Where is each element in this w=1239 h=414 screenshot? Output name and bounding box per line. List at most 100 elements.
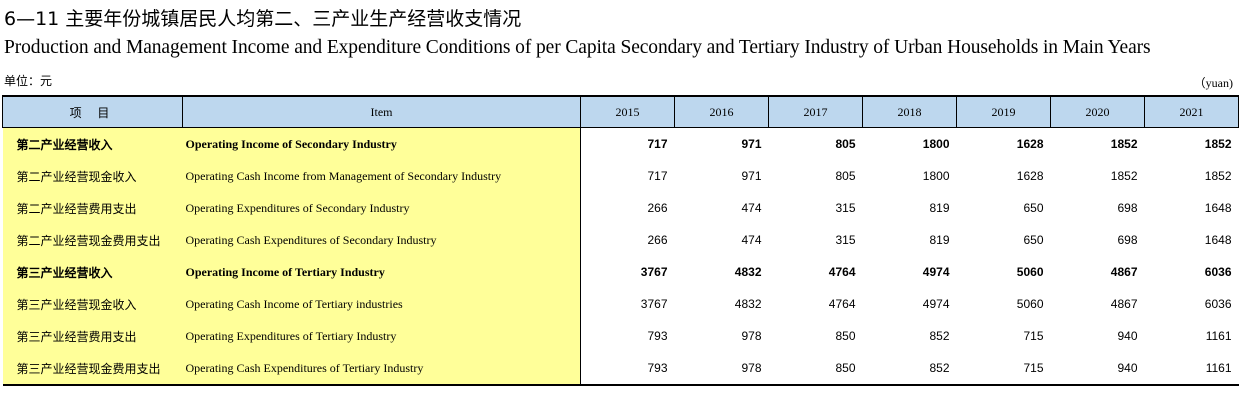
table-row: 第三产业经营现金费用支出 Operating Cash Expenditures …: [2, 352, 1239, 386]
row-label-english: Operating Cash Income of Tertiary indust…: [182, 288, 581, 320]
value-cell: 940: [1051, 320, 1145, 352]
value-text: 793: [647, 361, 668, 375]
header-year: 2016: [674, 95, 769, 128]
value-text: 1852: [1110, 169, 1138, 183]
value-text: 717: [647, 137, 668, 151]
table-row: 第三产业经营现金收入 Operating Cash Income of Terti…: [2, 288, 1239, 320]
value-text: 4867: [1110, 297, 1138, 311]
value-text: 1161: [1205, 329, 1232, 343]
value-cell: 805: [769, 128, 863, 161]
value-cell: 1161: [1145, 320, 1239, 352]
value-text: 1628: [1016, 169, 1044, 183]
value-cell: 474: [675, 192, 769, 224]
value-text: 3767: [640, 297, 668, 311]
value-cell: 1648: [1145, 224, 1239, 256]
value-text: 971: [741, 169, 762, 183]
value-cell: 978: [675, 320, 769, 352]
value-cell: 1628: [957, 128, 1051, 161]
value-cell: 1852: [1145, 128, 1239, 161]
row-label-english: Operating Income of Secondary Industry: [182, 127, 581, 160]
value-cell: 6036: [1145, 256, 1239, 288]
row-label-english: Operating Expenditures of Tertiary Indus…: [182, 320, 581, 352]
header-item-english: Item: [182, 95, 581, 128]
value-text: 978: [741, 329, 762, 343]
value-text: 1648: [1204, 201, 1232, 215]
value-cell: 793: [580, 352, 675, 386]
value-text: 819: [929, 233, 950, 247]
value-cell: 698: [1051, 192, 1145, 224]
value-cell: 852: [862, 352, 957, 386]
value-text: 266: [647, 233, 668, 247]
value-cell: 315: [769, 192, 863, 224]
table-row: 第二产业经营收入 Operating Income of Secondary In…: [2, 127, 1239, 161]
value-text: 4832: [734, 297, 762, 311]
value-text: 717: [647, 169, 668, 183]
value-text: 315: [835, 233, 856, 247]
value-text: 1800: [922, 169, 950, 183]
table-title-english: Production and Management Income and Exp…: [4, 37, 1151, 58]
header-item-chinese: 项 目: [2, 95, 183, 128]
value-text: 819: [929, 201, 950, 215]
value-cell: 4832: [675, 256, 769, 288]
table-title-chinese: 6—11 主要年份城镇居民人均第二、三产业生产经营收支情况: [4, 8, 522, 30]
header-year: 2021: [1144, 95, 1239, 128]
value-text: 315: [835, 201, 856, 215]
value-text: 805: [835, 169, 856, 183]
value-text: 1852: [1110, 137, 1138, 151]
row-label-chinese: 第三产业经营现金收入: [2, 288, 183, 320]
value-cell: 4974: [863, 256, 957, 288]
unit-label-english: （yuan): [1193, 76, 1233, 90]
header-year: 2017: [768, 95, 863, 128]
value-text: 6036: [1204, 297, 1232, 311]
value-text: 971: [741, 137, 762, 151]
row-label-english: Operating Cash Expenditures of Secondary…: [182, 224, 581, 256]
value-cell: 1628: [957, 160, 1051, 192]
row-label-chinese: 第二产业经营现金收入: [2, 160, 183, 192]
value-cell: 971: [675, 128, 769, 161]
value-cell: 5060: [957, 288, 1051, 320]
row-label-chinese: 第三产业经营现金费用支出: [2, 352, 183, 386]
value-cell: 266: [581, 192, 675, 224]
value-cell: 819: [863, 192, 957, 224]
value-cell: 1648: [1145, 192, 1239, 224]
value-cell: 850: [769, 320, 863, 352]
value-cell: 940: [1050, 352, 1145, 386]
data-table: 项 目 Item 2015 2016 2017 2018 2019 2020 2…: [2, 95, 1239, 386]
value-text: 850: [835, 329, 856, 343]
value-text: 715: [1023, 361, 1044, 375]
value-text: 4832: [734, 265, 762, 279]
value-cell: 850: [768, 352, 863, 386]
value-text: 698: [1117, 233, 1138, 247]
header-year: 2015: [580, 95, 675, 128]
value-cell: 4974: [863, 288, 957, 320]
value-cell: 650: [957, 224, 1051, 256]
value-text: 474: [741, 201, 762, 215]
table-header-row: 项 目 Item 2015 2016 2017 2018 2019 2020 2…: [2, 95, 1239, 128]
value-text: 1800: [922, 137, 950, 151]
value-cell: 698: [1051, 224, 1145, 256]
value-cell: 4764: [769, 256, 863, 288]
value-text: 650: [1023, 233, 1044, 247]
value-cell: 1161: [1144, 352, 1239, 386]
header-year: 2018: [862, 95, 957, 128]
value-text: 978: [741, 361, 762, 375]
value-cell: 971: [675, 160, 769, 192]
value-cell: 650: [957, 192, 1051, 224]
value-text: 698: [1117, 201, 1138, 215]
value-cell: 4832: [675, 288, 769, 320]
row-label-english: Operating Cash Income from Management of…: [182, 160, 581, 192]
value-text: 266: [647, 201, 668, 215]
value-cell: 715: [957, 320, 1051, 352]
value-text: 793: [647, 329, 668, 343]
row-label-english: Operating Expenditures of Secondary Indu…: [182, 192, 581, 224]
value-text: 5060: [1016, 297, 1044, 311]
value-text: 474: [741, 233, 762, 247]
value-cell: 3767: [581, 256, 675, 288]
value-cell: 3767: [581, 288, 675, 320]
table-row: 第二产业经营费用支出 Operating Expenditures of Seco…: [2, 192, 1239, 224]
value-text: 1852: [1204, 169, 1232, 183]
unit-label-chinese: 单位：元: [4, 74, 53, 88]
table-row: 第二产业经营现金费用支出 Operating Cash Expenditures …: [2, 224, 1239, 256]
table-row: 第二产业经营现金收入 Operating Cash Income from Man…: [2, 160, 1239, 192]
value-text: 715: [1023, 329, 1044, 343]
